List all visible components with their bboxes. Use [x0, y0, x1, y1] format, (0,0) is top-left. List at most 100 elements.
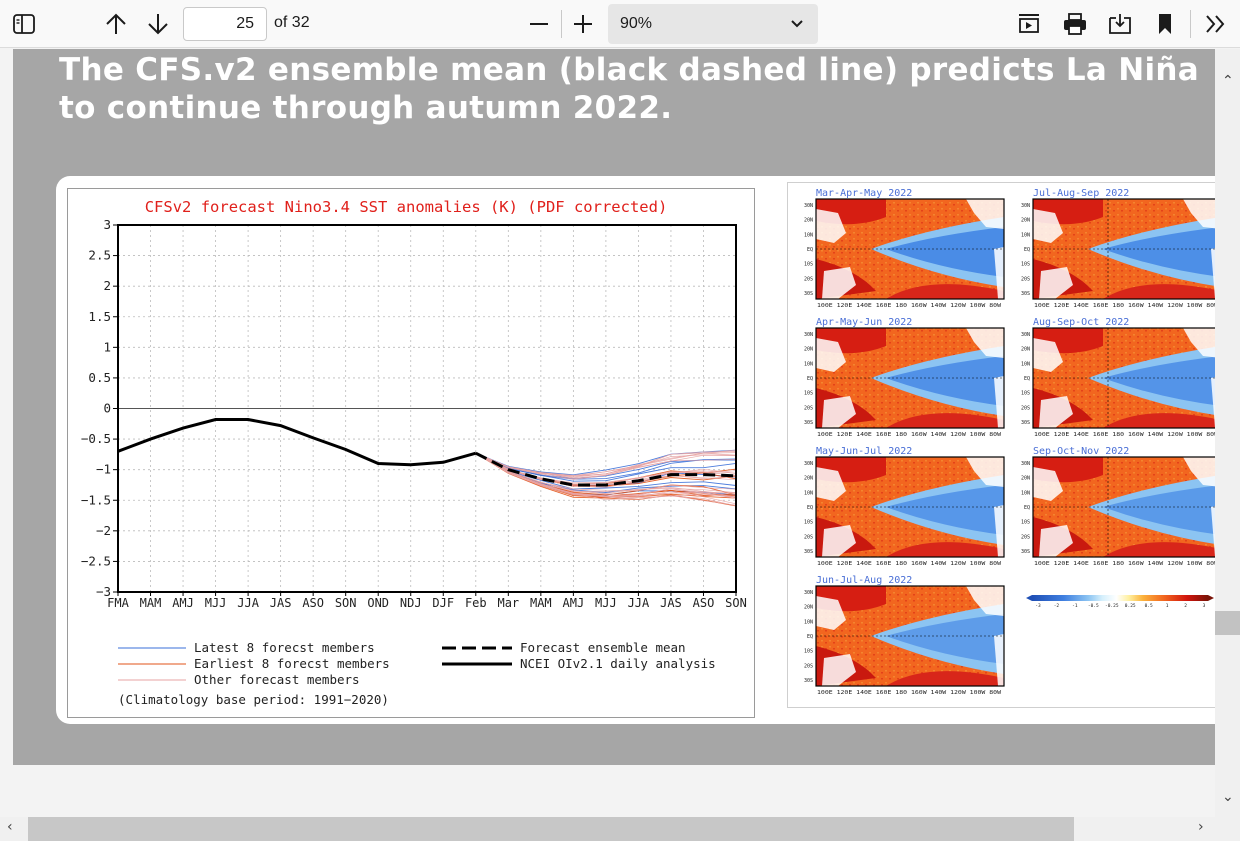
zoom-in-icon[interactable]	[567, 8, 599, 40]
page-gap	[13, 814, 1215, 817]
ensemble-member-line	[475, 452, 737, 506]
scroll-left-arrow-icon[interactable]: ‹	[7, 819, 13, 835]
scroll-down-arrow-icon[interactable]: ⌄	[1222, 789, 1234, 805]
more-icon[interactable]	[1200, 8, 1232, 40]
lat-label: 10S	[804, 520, 813, 526]
maps-svg: Mar-Apr-May 2022 30N 20N 10N EQ 10S 20S 30S 100E…	[804, 188, 1222, 696]
x-tick-label: FMA	[107, 596, 129, 610]
ensemble-mean-line	[475, 451, 737, 487]
cold-anomaly-core	[886, 485, 1004, 535]
lat-label: 30N	[1021, 203, 1030, 209]
y-tick-label: −1	[96, 462, 111, 477]
ensemble-member-line	[475, 452, 737, 498]
lat-label: 20N	[804, 218, 813, 224]
lat-label: 20N	[1021, 218, 1030, 224]
lat-label: 20N	[804, 347, 813, 353]
y-tick-label: −1.5	[81, 492, 111, 507]
land-mass	[1039, 396, 1073, 428]
x-tick-label: Feb	[465, 596, 487, 610]
lat-label: EQ	[807, 247, 813, 253]
sidebar-icon[interactable]	[8, 8, 40, 40]
lat-label: 30N	[804, 590, 813, 596]
lat-label: 20S	[804, 663, 813, 669]
lat-label: 10N	[804, 490, 813, 496]
ensemble-member-line	[475, 452, 737, 491]
x-tick-label: SON	[335, 596, 357, 610]
lat-label: 30N	[804, 332, 813, 338]
pdf-toolbar: of 32 90%	[0, 0, 1240, 48]
lat-label: 30S	[804, 678, 813, 684]
lat-label: 20S	[1021, 276, 1030, 282]
colorbar-label: 2	[1184, 603, 1187, 609]
map-title: Sep-Oct-Nov 2022	[1033, 446, 1129, 457]
bookmark-icon[interactable]	[1149, 8, 1181, 40]
lat-label: 30S	[1021, 420, 1030, 426]
print-icon[interactable]	[1059, 8, 1091, 40]
save-icon[interactable]	[1104, 8, 1136, 40]
map-title: Mar-Apr-May 2022	[816, 188, 912, 199]
lat-label: 10S	[804, 262, 813, 268]
lat-label: 20S	[1021, 534, 1030, 540]
y-tick-label: 1.5	[88, 309, 111, 324]
colorbar-label: 1	[1166, 603, 1169, 609]
land-mass	[822, 654, 856, 686]
map-frame	[815, 585, 1005, 687]
land-mass	[1033, 209, 1063, 243]
page-number-input[interactable]	[183, 7, 267, 41]
x-tick-label: OND	[367, 596, 389, 610]
y-tick-label: −3	[96, 584, 111, 599]
cold-anomaly-core	[886, 614, 1004, 664]
lon-labels: 100E 120E 140E 160E 180 160W 140W 120W 1…	[817, 303, 1002, 309]
land-mass	[1039, 267, 1073, 299]
lat-label: EQ	[1024, 376, 1030, 382]
colorbar-label: -3	[1035, 603, 1041, 609]
colorbar-label: 0.5	[1145, 603, 1153, 609]
scroll-right-arrow-icon[interactable]: ›	[1198, 819, 1204, 835]
lat-label: 10S	[1021, 520, 1030, 526]
legend-label-earliest: Earliest 8 forecst members	[194, 656, 390, 671]
scroll-up-arrow-icon[interactable]: ⌃	[1222, 73, 1234, 89]
lat-label: 10N	[804, 361, 813, 367]
vertical-scrollbar[interactable]: ⌃ ⌄	[1215, 49, 1240, 817]
slide-title: The CFS.v2 ensemble mean (black dashed l…	[59, 52, 1199, 126]
x-tick-label: DJF	[432, 596, 454, 610]
arrow-down-icon[interactable]	[142, 8, 174, 40]
map-title: Jun-Jul-Aug 2022	[816, 575, 912, 586]
lat-label: EQ	[1024, 247, 1030, 253]
legend-label-latest: Latest 8 forecst members	[194, 640, 375, 655]
zoom-out-icon[interactable]	[523, 8, 555, 40]
land-mass	[966, 586, 1004, 616]
land-mass	[816, 338, 846, 372]
horizontal-scroll-thumb[interactable]	[28, 817, 1074, 841]
land-mass	[966, 457, 1004, 487]
lat-label: 20S	[1021, 405, 1030, 411]
lat-label: 20N	[804, 476, 813, 482]
land-mass	[822, 396, 856, 428]
lat-label: 30S	[804, 420, 813, 426]
lat-label: 10N	[1021, 361, 1030, 367]
lat-label: 10N	[1021, 232, 1030, 238]
cold-anomaly-core	[1103, 356, 1221, 406]
x-tick-label: MJJ	[205, 596, 227, 610]
warm-anomaly-region	[1103, 542, 1221, 557]
x-tick-label: NDJ	[400, 596, 422, 610]
y-tick-label: 0.5	[88, 370, 111, 385]
land-mass	[994, 247, 1004, 299]
lat-label: 10S	[804, 649, 813, 655]
map-title: Aug-Sep-Oct 2022	[1033, 317, 1129, 328]
lat-label: 30S	[804, 549, 813, 555]
colorbar-label: -0.25	[1105, 603, 1119, 609]
arrow-up-icon[interactable]	[100, 8, 132, 40]
read-aloud-icon[interactable]	[1013, 8, 1045, 40]
y-tick-label: 0	[103, 401, 111, 416]
warm-anomaly-region	[886, 284, 1004, 299]
lat-label: 10S	[1021, 262, 1030, 268]
x-tick-label: MAM	[530, 596, 552, 610]
warm-anomaly-region	[886, 671, 1004, 686]
x-tick-label: JAS	[660, 596, 682, 610]
page-count: of 32	[274, 14, 310, 31]
vertical-scroll-thumb[interactable]	[1215, 611, 1240, 635]
lat-label: 10S	[1021, 391, 1030, 397]
zoom-select[interactable]: 90%	[608, 4, 818, 44]
